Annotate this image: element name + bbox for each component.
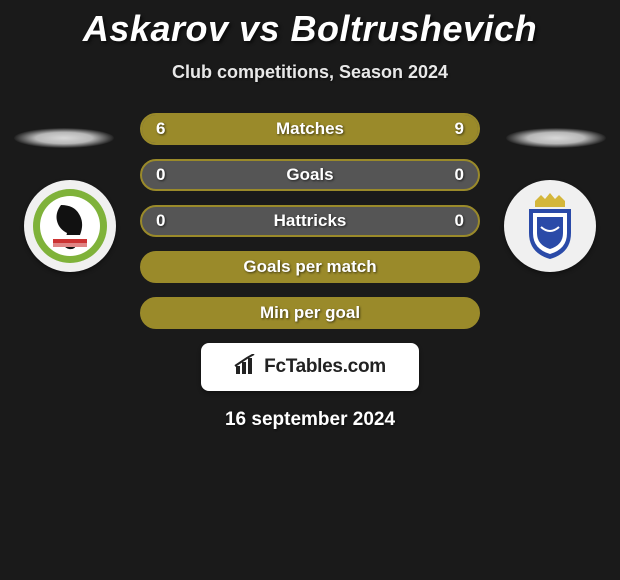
left-shadow-ellipse: [14, 128, 114, 148]
stat-row-goals: 0 Goals 0: [140, 159, 480, 191]
stat-label: Goals: [142, 165, 478, 185]
stat-label: Matches: [142, 119, 478, 139]
stat-label: Min per goal: [260, 303, 360, 323]
page-title: Askarov vs Boltrushevich: [0, 0, 620, 50]
stat-label: Goals per match: [243, 257, 376, 277]
stat-value-right: 0: [455, 211, 464, 231]
stat-value-right: 9: [455, 119, 464, 139]
stat-row-mpg: Min per goal: [140, 297, 480, 329]
right-shadow-ellipse: [506, 128, 606, 148]
footer-attribution[interactable]: FcTables.com: [201, 343, 419, 391]
stat-row-matches: 6 Matches 9: [140, 113, 480, 145]
subtitle: Club competitions, Season 2024: [0, 62, 620, 83]
stats-container: 6 Matches 9 0 Goals 0 0 Hattricks 0 Goal…: [140, 113, 480, 329]
stat-value-right: 0: [455, 165, 464, 185]
left-team-badge: [24, 180, 116, 272]
stat-row-gpm: Goals per match: [140, 251, 480, 283]
stat-label: Hattricks: [142, 211, 478, 231]
right-crest-icon: [511, 187, 589, 265]
right-team-badge: [504, 180, 596, 272]
bar-chart-icon: [234, 354, 258, 381]
stat-row-hattricks: 0 Hattricks 0: [140, 205, 480, 237]
footer-label: FcTables.com: [264, 356, 386, 378]
date-label: 16 september 2024: [0, 409, 620, 431]
left-crest-icon: [31, 187, 109, 265]
